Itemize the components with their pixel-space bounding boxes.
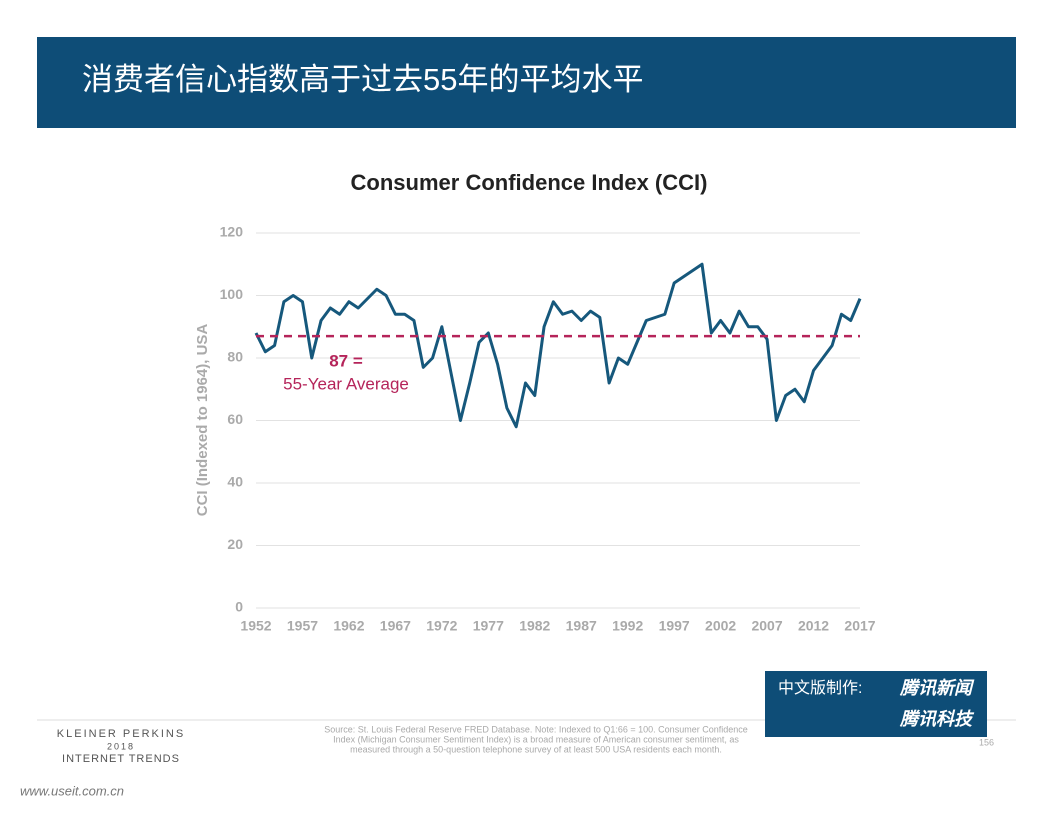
data-line — [254, 262, 862, 429]
y-tick-label: 20 — [227, 536, 243, 552]
x-tick-label: 1987 — [566, 618, 597, 634]
y-tick-label: 120 — [220, 224, 244, 240]
y-tick-label: 40 — [227, 474, 243, 490]
chart-title: Consumer Confidence Index (CCI) — [351, 170, 708, 195]
header-title: 消费者信心指数高于过去55年的平均水平 — [82, 62, 643, 97]
site: www.useit.com.cn — [20, 783, 124, 798]
brand: 2018 — [107, 741, 135, 751]
badge — [765, 671, 987, 737]
badge-label: 中文版制作: — [778, 679, 862, 697]
source: Source: St. Louis Federal Reserve FRED D… — [324, 724, 747, 734]
source: measured through a 50-question telephone… — [350, 744, 722, 754]
y-tick-label: 80 — [227, 349, 243, 365]
x-tick-label: 1997 — [659, 618, 690, 634]
y-tick-label: 60 — [227, 411, 243, 427]
brand: KLEINER PERKINS — [57, 728, 185, 740]
badge-brand: 腾讯科技 — [899, 709, 975, 729]
x-tick-label: 1957 — [287, 618, 318, 634]
x-tick-label: 1982 — [519, 618, 550, 634]
x-tick-label: 1967 — [380, 618, 411, 634]
average-text: 55-Year Average — [283, 375, 409, 394]
brand: INTERNET TRENDS — [62, 753, 180, 765]
source: Index (Michigan Consumer Sentiment Index… — [333, 734, 739, 744]
x-tick-label: 2017 — [844, 618, 875, 634]
average-label: 87 = — [329, 352, 363, 371]
x-tick-label: 1992 — [612, 618, 643, 634]
header-band — [37, 37, 1016, 128]
x-tick-label: 1952 — [240, 618, 271, 634]
x-tick-label: 1977 — [473, 618, 504, 634]
x-tick-label: 2002 — [705, 618, 736, 634]
x-tick-label: 1972 — [426, 618, 457, 634]
y-tick-label: 0 — [235, 599, 243, 615]
y-tick-label: 100 — [220, 286, 244, 302]
badge-brand: 腾讯新闻 — [899, 678, 975, 698]
page-number: 156 — [979, 737, 994, 747]
x-tick-label: 2012 — [798, 618, 829, 634]
x-tick-label: 2007 — [751, 618, 782, 634]
y-axis-label: CCI (Indexed to 1964), USA — [194, 324, 211, 517]
x-tick-label: 1962 — [333, 618, 364, 634]
